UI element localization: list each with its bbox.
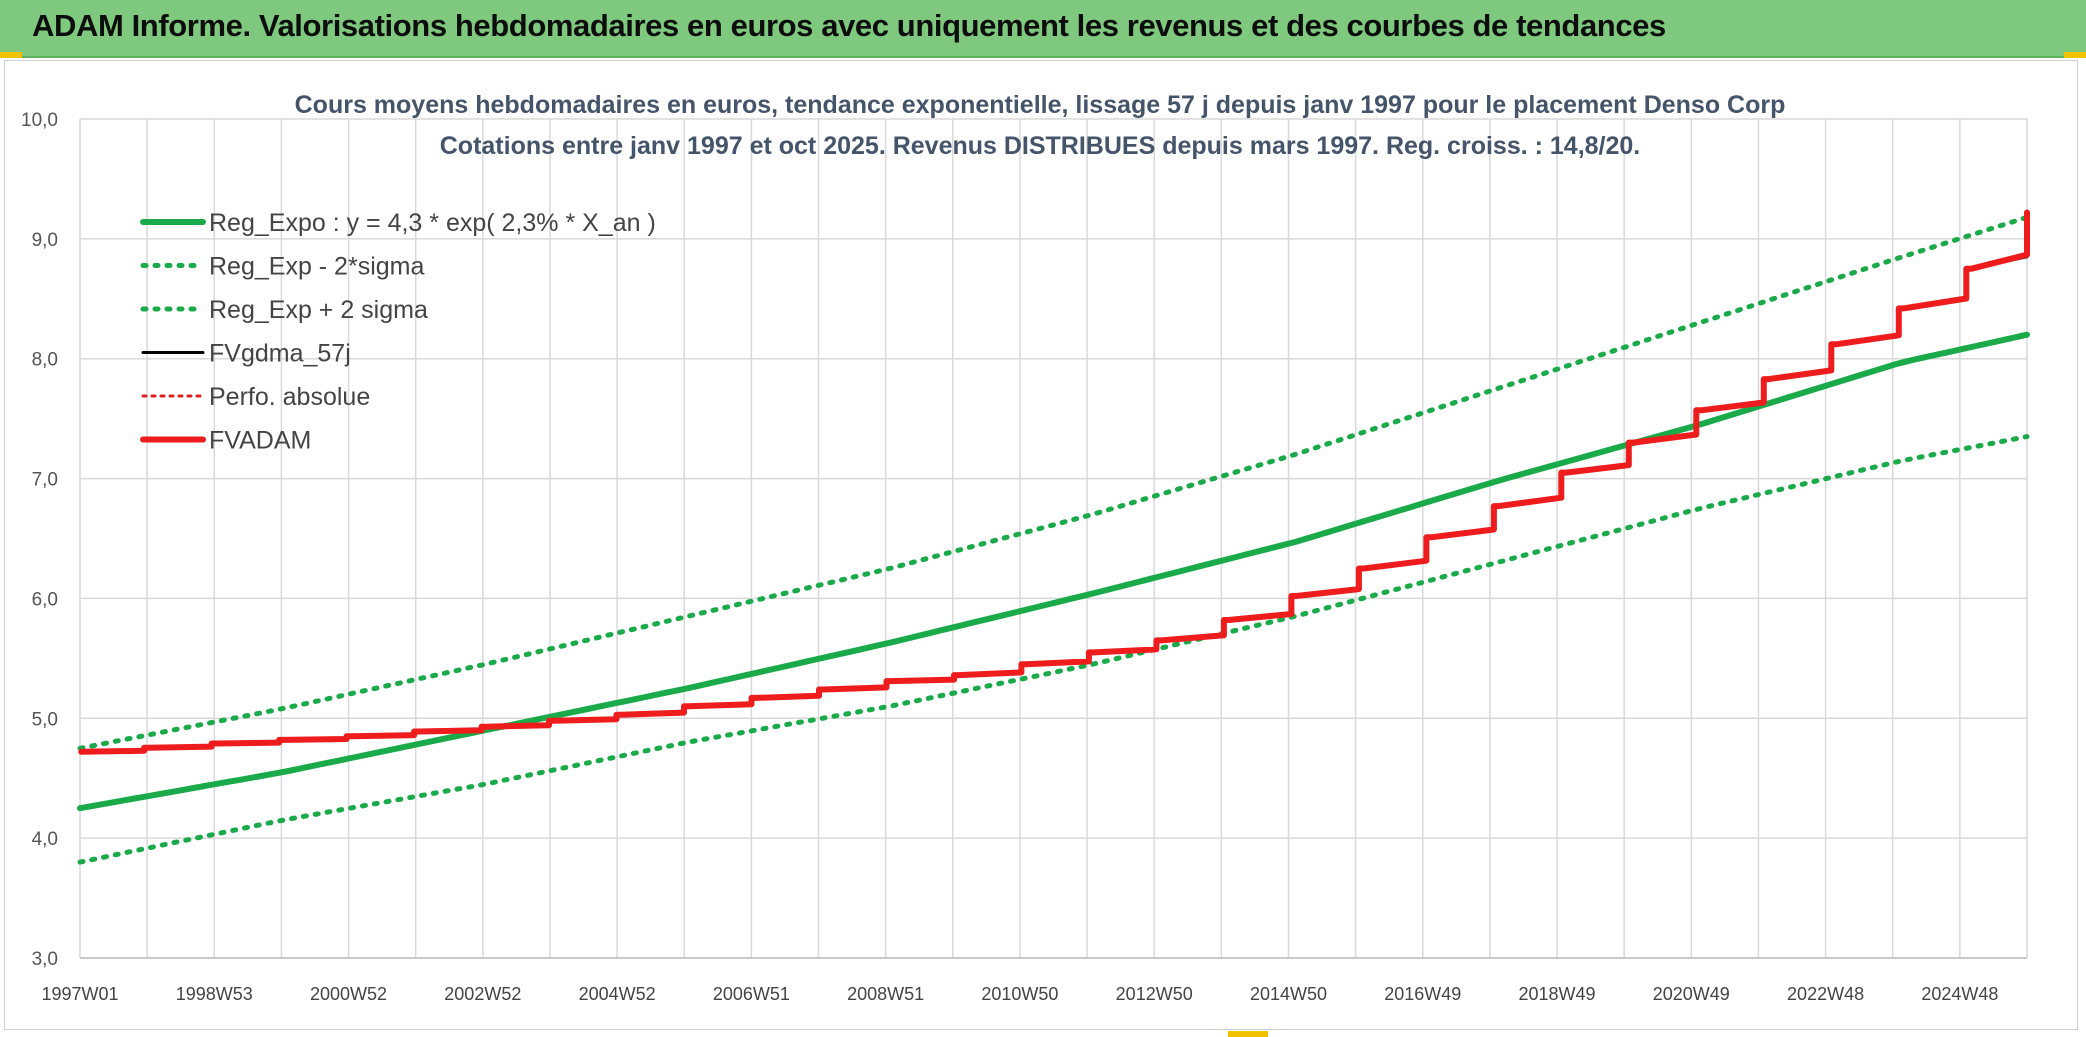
y-tick-label: 6,0	[32, 589, 58, 610]
x-tick-label: 2022W48	[1787, 984, 1864, 1004]
y-tick-label: 10,0	[21, 110, 58, 131]
series-line-2	[77, 214, 2030, 751]
chart-titles: Cours moyens hebdomadaires en euros, ten…	[295, 91, 1786, 160]
x-tick-label: 2018W49	[1519, 984, 1596, 1004]
x-tick-label: 2020W49	[1653, 984, 1730, 1004]
x-tick-label: 2010W50	[981, 984, 1058, 1004]
series-lines	[77, 209, 2030, 865]
x-tick-label: 1998W53	[176, 984, 253, 1004]
x-tick-label: 2008W51	[847, 984, 924, 1004]
y-tick-label: 7,0	[32, 470, 58, 491]
y-tick-label: 3,0	[32, 949, 58, 970]
chart-frame	[4, 60, 2078, 1030]
legend-label: Reg_Exp - 2*sigma	[209, 253, 424, 281]
corner-marker-left	[0, 52, 22, 58]
legend-label: Reg_Expo : y = 4,3 * exp( 2,3% * X_an )	[209, 209, 656, 237]
chart-title: Cours moyens hebdomadaires en euros, ten…	[295, 91, 1786, 119]
y-tick-label: 9,0	[32, 230, 58, 251]
series-line-5	[78, 209, 2030, 755]
x-tick-label: 2006W51	[713, 984, 790, 1004]
legend: Reg_Expo : y = 4,3 * exp( 2,3% * X_an ) R…	[140, 209, 656, 455]
report-banner: ADAM Informe. Valorisations hebdomadaire…	[0, 0, 2086, 58]
x-tick-label: 2024W48	[1921, 984, 1998, 1004]
legend-label: Perfo. absolue	[209, 383, 370, 411]
x-tick-label: 2014W50	[1250, 984, 1327, 1004]
x-tick-label: 2000W52	[310, 984, 387, 1004]
x-tick-label: 2002W52	[444, 984, 521, 1004]
y-tick-label: 8,0	[32, 350, 58, 371]
y-tick-label: 5,0	[32, 709, 58, 730]
x-tick-label: 2016W49	[1384, 984, 1461, 1004]
x-tick-label: 1997W01	[41, 984, 118, 1004]
series-line-0	[77, 331, 2030, 812]
legend-label: Reg_Exp + 2 sigma	[209, 296, 428, 324]
legend-label: FVADAM	[209, 427, 311, 455]
x-tick-label: 2004W52	[579, 984, 656, 1004]
legend-label: FVgdma_57j	[209, 340, 351, 368]
chart-subtitle: Cotations entre janv 1997 et oct 2025. R…	[440, 132, 1641, 160]
corner-marker-right	[2064, 52, 2086, 58]
series-line-1	[77, 434, 2030, 865]
report-title: ADAM Informe. Valorisations hebdomadaire…	[32, 8, 1666, 43]
y-tick-label: 4,0	[32, 829, 58, 850]
y-axis-ticks: 3,0 4,0 5,0 6,0 7,0 8,0 9,0 10,0	[21, 110, 58, 970]
x-tick-label: 2012W50	[1116, 984, 1193, 1004]
x-axis-ticks: 1997W01 1998W53 2000W52 2002W52 2004W52 2006W…	[41, 984, 1998, 1004]
corner-marker-bottom	[1228, 1031, 1268, 1037]
grid-lines	[79, 118, 2028, 959]
